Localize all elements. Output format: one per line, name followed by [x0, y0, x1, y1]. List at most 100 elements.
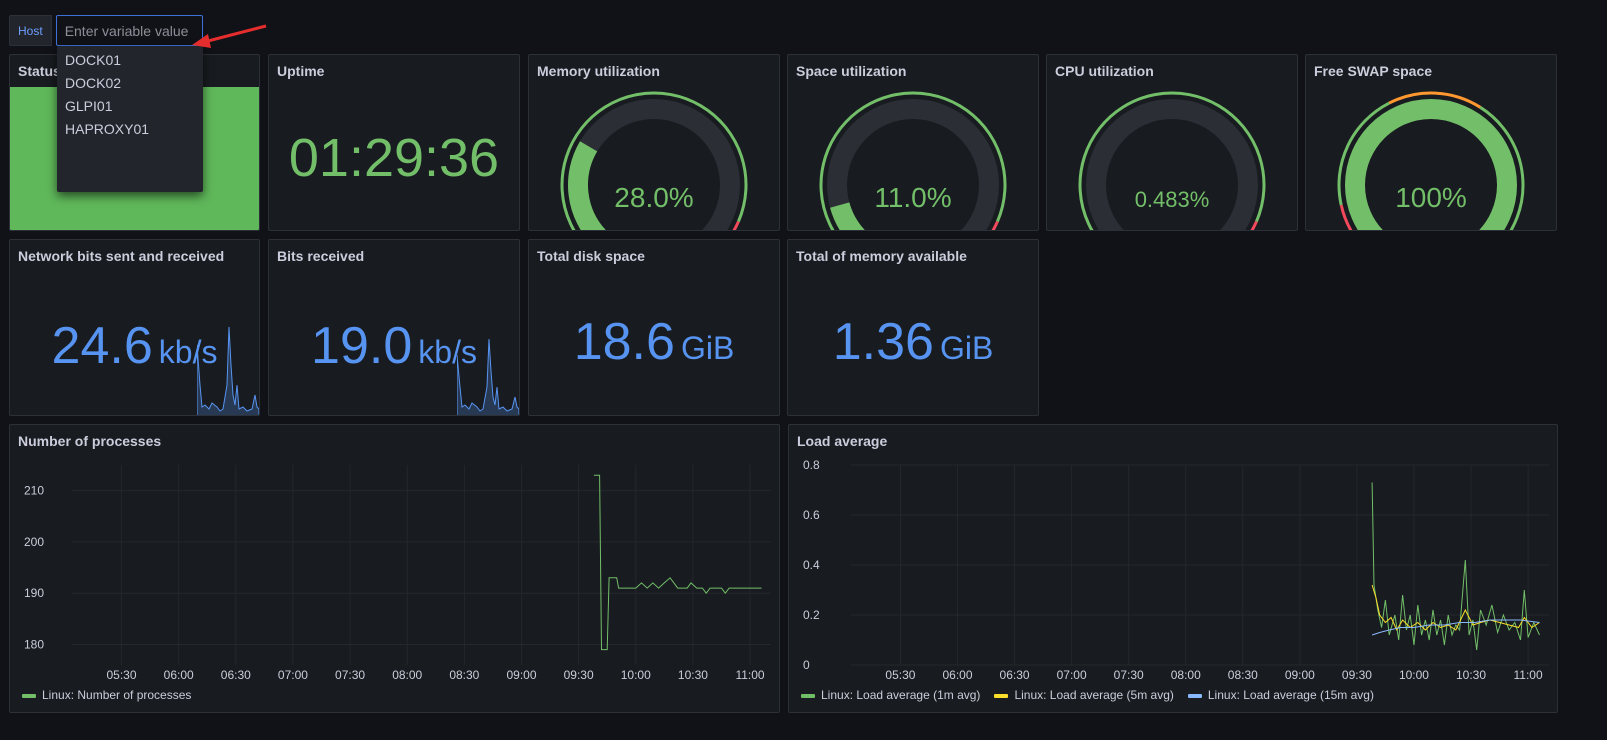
panel-title: Status [18, 63, 61, 79]
chart-legend: Linux: Load average (1m avg) Linux: Load… [801, 688, 1374, 702]
legend-swatch [1187, 693, 1202, 698]
y-tick-label: 190 [24, 586, 44, 600]
memory-available-stat: 1.36 GiB [788, 312, 1038, 372]
bits-received-sparkline [457, 338, 519, 415]
x-tick-label: 10:00 [621, 668, 651, 682]
stat-unit: GiB [939, 330, 994, 366]
dropdown-option-haproxy01[interactable]: HAPROXY01 [65, 121, 150, 137]
panel-title: Free SWAP space [1314, 63, 1433, 79]
gauge-threshold [560, 91, 748, 230]
variable-bar: Host [9, 15, 203, 46]
swap-gauge: 100% [1337, 91, 1525, 230]
x-tick-label: 10:00 [1399, 668, 1429, 682]
dropdown-option-dock02[interactable]: DOCK02 [65, 75, 122, 91]
y-tick-label: 0 [803, 658, 810, 672]
stat-unit: GiB [680, 330, 735, 366]
gauge-threshold [819, 91, 1007, 230]
legend-label: Linux: Load average (5m avg) [1014, 688, 1174, 702]
gauge-threshold [1078, 91, 1266, 230]
series-line [1371, 482, 1540, 651]
bits-received-stat: 19.0 kb/s [269, 316, 519, 376]
stat-value: 18.6 [573, 313, 675, 371]
series-line [593, 474, 762, 651]
x-tick-label: 10:30 [678, 668, 708, 682]
x-tick-label: 09:30 [564, 668, 594, 682]
panel-title: Load average [797, 433, 888, 449]
panel-title: Memory utilization [537, 63, 660, 79]
x-tick-label: 08:00 [392, 668, 422, 682]
legend-label: Linux: Number of processes [42, 688, 192, 702]
x-tick-label: 08:30 [449, 668, 479, 682]
x-tick-label: 09:00 [1285, 668, 1315, 682]
x-tick-label: 07:30 [1114, 668, 1144, 682]
host-dropdown-menu: DOCK01 DOCK02 GLPI01 HAPROXY01 [57, 46, 203, 192]
panel-title: Space utilization [796, 63, 907, 79]
stat-value: 24.6 [51, 317, 153, 375]
disk-space-stat: 18.6 GiB [529, 312, 779, 372]
free-swap-panel: Free SWAP space 100% [1305, 54, 1557, 231]
gauge-value: 11.0% [874, 182, 951, 213]
gauge-threshold [1339, 204, 1353, 230]
uptime-panel: Uptime 01:29:36 [268, 54, 520, 231]
legend-item[interactable]: Linux: Load average (5m avg) [994, 688, 1174, 702]
dropdown-option-glpi01[interactable]: GLPI01 [65, 98, 113, 114]
total-disk-space-panel: Total disk space 18.6 GiB [528, 239, 780, 416]
x-tick-label: 05:30 [885, 668, 915, 682]
network-sparkline [197, 326, 259, 415]
x-tick-label: 05:30 [107, 668, 137, 682]
gauge-value-arc [568, 141, 606, 230]
x-tick-label: 06:00 [942, 668, 972, 682]
gauge-value-arc [830, 202, 865, 230]
legend-swatch [801, 693, 815, 698]
x-tick-label: 08:00 [1171, 668, 1201, 682]
y-tick-label: 180 [24, 637, 44, 651]
load-average-chart: 05:30 06:00 06:30 07:00 07:30 08:00 08:30 09:00… [803, 458, 1549, 682]
x-tick-label: 07:00 [278, 668, 308, 682]
legend-item[interactable]: Linux: Load average (15m avg) [1187, 688, 1374, 702]
processes-chart: 05:30 06:00 06:30 07:00 07:30 08:00 08:30 09:00… [24, 465, 771, 682]
legend-item[interactable]: Linux: Number of processes [22, 688, 191, 702]
legend-swatch [994, 693, 1009, 698]
network-bits-panel: Network bits sent and received 24.6 kb/s [9, 239, 260, 416]
y-tick-label: 0.4 [803, 558, 820, 572]
x-tick-label: 06:30 [1000, 668, 1030, 682]
x-tick-label: 11:00 [735, 668, 764, 682]
gauge-threshold [1250, 220, 1258, 230]
gauge-value: 100% [1395, 182, 1467, 213]
bits-received-panel: Bits received 19.0 kb/s [268, 239, 520, 416]
panel-title: Total of memory available [796, 248, 967, 264]
panel-title: Uptime [277, 63, 325, 79]
series-line [1371, 619, 1540, 636]
x-tick-label: 07:00 [1057, 668, 1087, 682]
legend-label: Linux: Load average (15m avg) [1207, 688, 1374, 702]
legend-item[interactable]: Linux: Load average (1m avg) [801, 688, 980, 702]
x-tick-label: 06:00 [164, 668, 194, 682]
x-tick-label: 06:30 [221, 668, 251, 682]
panel-title: Network bits sent and received [18, 248, 225, 264]
stat-unit: kb/s [158, 334, 218, 370]
gauge-threshold [1337, 101, 1390, 206]
gauge-threshold [1479, 106, 1525, 230]
x-tick-label: 09:00 [506, 668, 536, 682]
y-tick-label: 0.8 [803, 458, 820, 472]
number-of-processes-panel: Number of processes 05:30 06:00 06:30 07:00… [9, 424, 780, 713]
host-variable-label: Host [9, 15, 52, 46]
x-tick-label: 09:30 [1342, 668, 1372, 682]
cpu-gauge: 0.483% [1078, 91, 1266, 230]
series-line [1371, 584, 1540, 632]
gauge-track [827, 99, 999, 230]
x-tick-label: 07:30 [335, 668, 365, 682]
panel-title: CPU utilization [1055, 63, 1154, 79]
y-tick-label: 210 [24, 484, 44, 498]
y-tick-label: 200 [24, 535, 44, 549]
cpu-utilization-panel: CPU utilization 0.483% [1046, 54, 1298, 231]
uptime-value: 01:29:36 [288, 128, 500, 188]
space-gauge: 11.0% [819, 91, 1007, 230]
network-bits-stat: 24.6 kb/s [10, 316, 259, 376]
total-memory-available-panel: Total of memory available 1.36 GiB [787, 239, 1039, 416]
host-variable-input[interactable] [55, 15, 203, 46]
panel-title: Total disk space [537, 248, 645, 264]
space-utilization-panel: Space utilization 11.0% [787, 54, 1039, 231]
dropdown-option-dock01[interactable]: DOCK01 [65, 52, 122, 68]
stat-value: 1.36 [832, 313, 934, 371]
